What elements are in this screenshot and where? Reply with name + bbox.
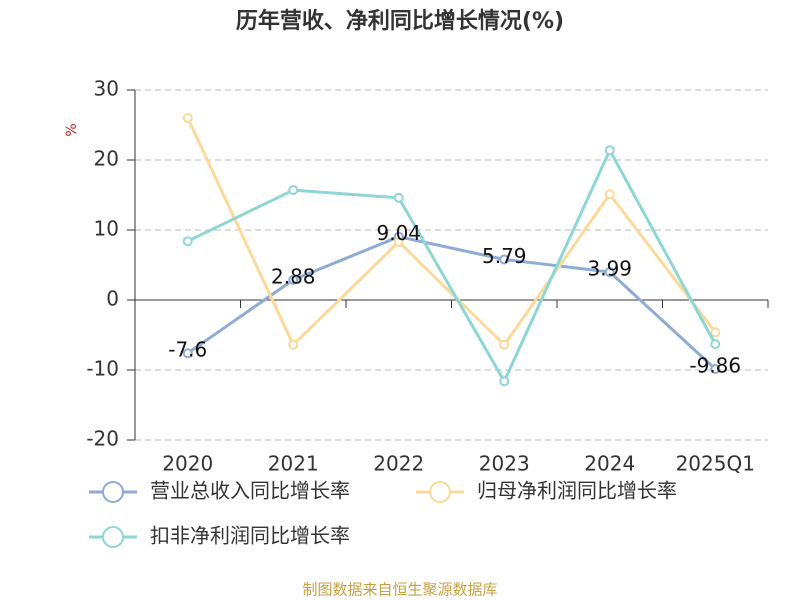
source-note: 制图数据来自恒生聚源数据库 (302, 581, 497, 599)
point (288, 274, 299, 285)
data-label: -7.6 (168, 338, 207, 362)
y-tick-label: 10 (94, 217, 119, 241)
y-tick-label: 0 (106, 287, 119, 311)
y-tick-label: 20 (94, 147, 119, 171)
point (710, 327, 721, 338)
point (499, 339, 510, 350)
x-tick-label: 2020 (162, 452, 213, 476)
point (710, 364, 721, 375)
chart-title: 历年营收、净利同比增长情况(%) (236, 8, 564, 34)
point (604, 145, 615, 156)
x-tick-label: 2023 (479, 452, 530, 476)
legend-icon (102, 526, 124, 548)
y-tick-label: -10 (86, 357, 119, 381)
point (288, 339, 299, 350)
y-axis-label: % (64, 123, 80, 136)
point (288, 185, 299, 196)
point (499, 376, 510, 387)
point (710, 339, 721, 350)
point (182, 113, 193, 123)
x-tick-label: 2024 (584, 452, 635, 476)
data-label: 5.79 (482, 244, 527, 268)
legend-icon (429, 481, 451, 503)
series-line (187, 146, 717, 385)
point (499, 254, 510, 265)
point (182, 348, 193, 359)
point (604, 267, 615, 278)
data-label: 9.04 (376, 221, 421, 245)
legend-label: 扣非净利润同比增长率 (150, 524, 350, 548)
y-tick-label: -20 (86, 427, 119, 451)
legend-label: 归母净利润同比增长率 (477, 479, 677, 503)
data-label: 2.88 (271, 264, 316, 288)
point (393, 236, 404, 247)
series-line (186, 117, 717, 348)
legend-icon (102, 481, 124, 503)
data-label: 3.99 (587, 257, 632, 281)
point (604, 189, 615, 200)
x-tick-label: 2022 (373, 452, 424, 476)
legend-label: 营业总收入同比增长率 (150, 479, 350, 503)
y-tick-label: 30 (94, 77, 119, 101)
x-tick-label: 2025Q1 (676, 452, 755, 476)
point (393, 192, 404, 203)
point (182, 236, 193, 247)
x-tick-label: 2021 (268, 452, 319, 476)
data-label: -9.86 (689, 354, 741, 378)
series-line (186, 235, 717, 371)
